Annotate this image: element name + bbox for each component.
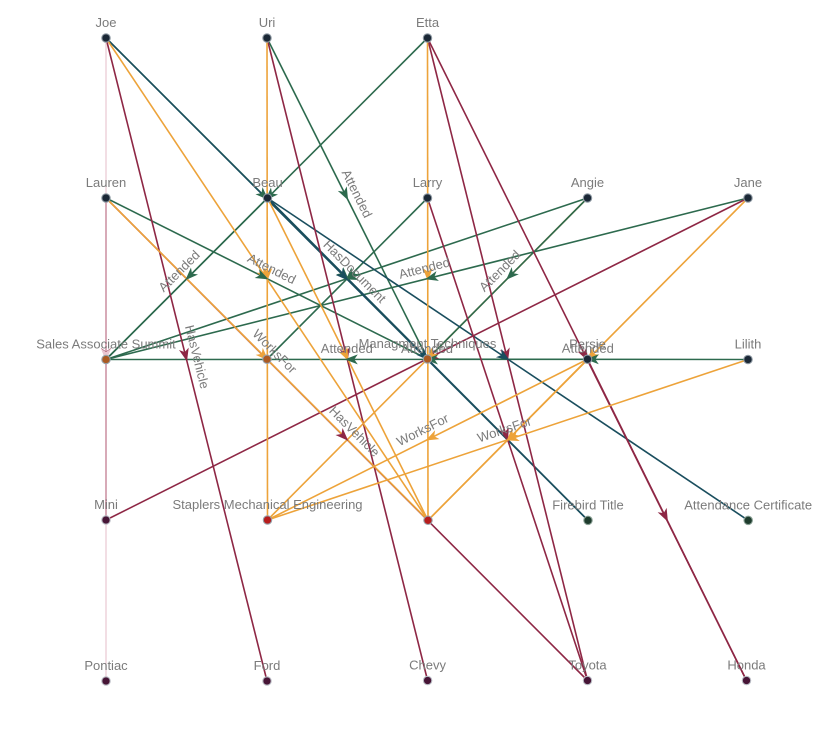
svg-text:Jane: Jane <box>734 175 762 190</box>
svg-text:Attended: Attended <box>401 341 453 356</box>
svg-text:Larry: Larry <box>413 175 443 190</box>
svg-text:Attended: Attended <box>562 341 614 356</box>
svg-text:Toyota: Toyota <box>568 658 607 673</box>
svg-text:Joe: Joe <box>96 15 117 30</box>
svg-text:Uri: Uri <box>259 15 276 30</box>
svg-text:Attended: Attended <box>321 341 373 356</box>
svg-text:Attendance Certificate: Attendance Certificate <box>684 497 812 512</box>
svg-text:Pontiac: Pontiac <box>84 658 128 673</box>
svg-text:Ford: Ford <box>254 658 281 673</box>
svg-text:Firebird Title: Firebird Title <box>552 497 624 512</box>
svg-text:Lilith: Lilith <box>735 337 762 352</box>
svg-text:Staplers Mechanical Engineerin: Staplers Mechanical Engineering <box>172 497 362 512</box>
svg-text:Beau: Beau <box>252 175 282 190</box>
svg-text:Angie: Angie <box>571 175 604 190</box>
svg-text:Etta: Etta <box>416 15 440 30</box>
svg-text:Lauren: Lauren <box>86 175 126 190</box>
svg-text:Mini: Mini <box>94 497 118 512</box>
svg-text:Sales Associate Summit: Sales Associate Summit <box>36 337 176 352</box>
svg-text:Chevy: Chevy <box>409 658 446 673</box>
svg-text:Honda: Honda <box>727 658 766 673</box>
